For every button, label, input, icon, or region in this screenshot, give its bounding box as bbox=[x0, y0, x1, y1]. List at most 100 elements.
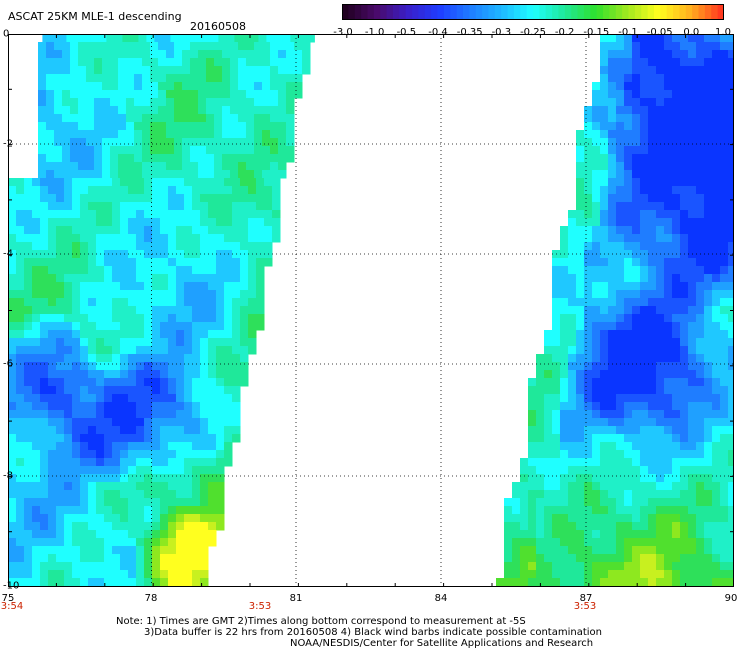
wind-cell bbox=[32, 194, 41, 203]
wind-cell bbox=[544, 578, 553, 587]
wind-cell bbox=[54, 114, 63, 123]
wind-cell bbox=[552, 554, 561, 563]
wind-cell bbox=[168, 538, 177, 547]
wind-cell bbox=[120, 394, 129, 403]
wind-cell bbox=[104, 386, 113, 395]
wind-cell bbox=[584, 442, 593, 451]
wind-cell bbox=[720, 354, 729, 363]
wind-cell bbox=[664, 138, 673, 147]
wind-cell bbox=[664, 82, 673, 91]
wind-cell bbox=[592, 314, 601, 323]
wind-cell bbox=[184, 378, 193, 387]
wind-cell bbox=[640, 426, 649, 435]
wind-cell bbox=[552, 266, 561, 275]
wind-cell bbox=[248, 226, 257, 235]
wind-cell bbox=[118, 50, 127, 59]
wind-cell bbox=[520, 522, 529, 531]
wind-cell bbox=[24, 322, 33, 331]
wind-cell bbox=[136, 498, 145, 507]
wind-cell bbox=[624, 402, 633, 411]
wind-cell bbox=[192, 210, 201, 219]
wind-cell bbox=[32, 338, 41, 347]
wind-cell bbox=[576, 546, 585, 555]
wind-cell bbox=[680, 450, 689, 459]
wind-cell bbox=[160, 442, 169, 451]
wind-cell bbox=[32, 242, 41, 251]
wind-cell bbox=[728, 418, 734, 427]
wind-cell bbox=[712, 450, 721, 459]
wind-cell bbox=[88, 314, 97, 323]
wind-cell bbox=[712, 170, 721, 179]
wind-cell bbox=[704, 306, 713, 315]
wind-cell bbox=[560, 306, 569, 315]
wind-cell bbox=[704, 66, 713, 75]
wind-cell bbox=[616, 458, 625, 467]
wind-cell bbox=[294, 66, 303, 75]
wind-cell bbox=[208, 266, 217, 275]
wind-cell bbox=[80, 322, 89, 331]
wind-cell bbox=[136, 386, 145, 395]
wind-cell bbox=[64, 354, 73, 363]
wind-cell bbox=[648, 282, 657, 291]
wind-cell bbox=[142, 82, 151, 91]
wind-cell bbox=[104, 266, 113, 275]
wind-cell bbox=[8, 274, 17, 283]
wind-cell bbox=[224, 194, 233, 203]
wind-cell bbox=[262, 170, 271, 179]
wind-cell bbox=[38, 42, 47, 51]
wind-cell bbox=[592, 546, 601, 555]
colorbar-segment bbox=[494, 4, 502, 20]
wind-cell bbox=[88, 338, 97, 347]
wind-cell bbox=[184, 530, 193, 539]
wind-cell bbox=[110, 66, 119, 75]
wind-cell bbox=[78, 170, 87, 179]
wind-cell bbox=[544, 514, 553, 523]
wind-cell bbox=[48, 474, 57, 483]
wind-cell bbox=[248, 290, 257, 299]
wind-cell bbox=[592, 146, 601, 155]
wind-cell bbox=[16, 482, 25, 491]
wind-cell bbox=[720, 466, 729, 475]
wind-cell bbox=[144, 210, 153, 219]
wind-cell bbox=[648, 546, 657, 555]
wind-cell bbox=[584, 322, 593, 331]
wind-cell bbox=[16, 354, 25, 363]
wind-cell bbox=[664, 298, 673, 307]
wind-cell bbox=[182, 106, 191, 115]
wind-cell bbox=[64, 202, 73, 211]
wind-cell bbox=[96, 242, 105, 251]
wind-cell bbox=[64, 442, 73, 451]
wind-cell bbox=[16, 578, 25, 587]
wind-cell bbox=[200, 466, 209, 475]
wind-cell bbox=[210, 34, 219, 43]
wind-cell bbox=[720, 170, 729, 179]
wind-cell bbox=[270, 146, 279, 155]
wind-cell bbox=[552, 394, 561, 403]
wind-cell bbox=[696, 42, 705, 51]
wind-cell bbox=[584, 570, 593, 579]
wind-cell bbox=[720, 122, 729, 131]
wind-cell bbox=[584, 482, 593, 491]
wind-cell bbox=[16, 298, 25, 307]
wind-cell bbox=[224, 418, 233, 427]
wind-cell bbox=[712, 378, 721, 387]
wind-cell bbox=[528, 466, 537, 475]
swath-time: 3:54 bbox=[0, 601, 24, 612]
wind-cell bbox=[608, 394, 617, 403]
wind-cell bbox=[232, 194, 241, 203]
wind-cell bbox=[584, 402, 593, 411]
wind-cell bbox=[56, 186, 65, 195]
wind-cell bbox=[158, 82, 167, 91]
wind-cell bbox=[200, 306, 209, 315]
wind-cell bbox=[512, 514, 521, 523]
wind-cell bbox=[712, 498, 721, 507]
wind-cell bbox=[624, 410, 633, 419]
wind-cell bbox=[152, 506, 161, 515]
wind-cell bbox=[214, 170, 223, 179]
wind-cell bbox=[184, 554, 193, 563]
wind-cell bbox=[72, 218, 81, 227]
wind-cell bbox=[672, 74, 681, 83]
wind-cell bbox=[176, 322, 185, 331]
wind-cell bbox=[24, 338, 33, 347]
wind-cell bbox=[712, 242, 721, 251]
